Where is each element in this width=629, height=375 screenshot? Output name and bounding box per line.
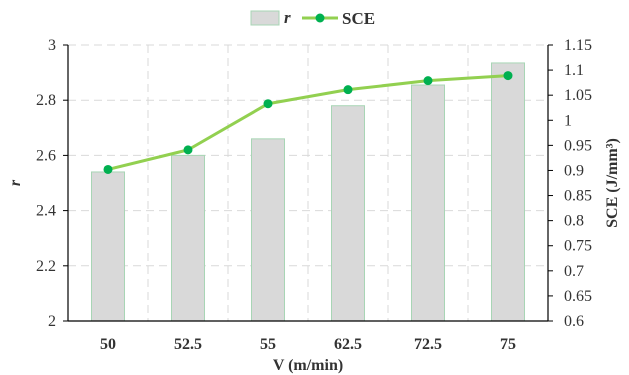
right-tick-label: 0.85 bbox=[564, 188, 592, 205]
sce-point-72.5 bbox=[423, 76, 433, 86]
left-tick-label: 2.2 bbox=[36, 258, 56, 275]
legend-swatch-bar bbox=[250, 10, 280, 26]
left-axis-ticks: 2 2.2 2.4 2.6 2.8 3 bbox=[36, 37, 68, 330]
legend-label-line: SCE bbox=[342, 9, 375, 28]
right-tick-label: 0.75 bbox=[564, 238, 592, 255]
bar-72.5 bbox=[411, 84, 445, 322]
bar-50 bbox=[91, 171, 125, 322]
right-tick-label: 0.65 bbox=[564, 288, 592, 305]
x-tick-label: 62.5 bbox=[334, 336, 362, 353]
right-tick-label: 0.6 bbox=[564, 313, 584, 330]
x-tick-label: 52.5 bbox=[174, 336, 202, 353]
sce-point-75 bbox=[503, 71, 513, 81]
x-tick-label: 50 bbox=[100, 336, 116, 353]
left-axis-title: r bbox=[7, 179, 24, 186]
right-tick-label: 0.7 bbox=[564, 263, 584, 280]
x-axis-title: V (m/min) bbox=[273, 357, 343, 374]
x-tick-label: 72.5 bbox=[414, 336, 442, 353]
bar-series bbox=[91, 62, 525, 322]
left-tick-label: 2 bbox=[48, 313, 56, 330]
sce-point-50 bbox=[103, 164, 113, 174]
right-axis-ticks: 0.6 0.65 0.7 0.75 0.8 0.85 0.9 0.95 1 1.05 1.1 1.15 bbox=[548, 37, 592, 330]
right-tick-label: 1.05 bbox=[564, 87, 592, 104]
right-tick-label: 1.15 bbox=[564, 37, 592, 54]
sce-point-62.5 bbox=[343, 85, 353, 95]
right-tick-label: 1.1 bbox=[564, 62, 584, 79]
grid-lines bbox=[68, 44, 548, 321]
x-axis-ticks: 50 52.5 55 62.5 72.5 75 bbox=[100, 336, 516, 353]
sce-point-55 bbox=[263, 99, 273, 109]
right-axis-title: SCE (J/mm³) bbox=[604, 138, 621, 228]
legend: r SCE bbox=[250, 8, 375, 28]
bar-55 bbox=[251, 138, 285, 322]
sce-line bbox=[107, 74, 509, 171]
left-tick-label: 2.4 bbox=[36, 203, 56, 220]
left-tick-label: 2.6 bbox=[36, 147, 56, 164]
bar-52.5 bbox=[171, 154, 205, 322]
right-tick-label: 1 bbox=[564, 112, 572, 129]
axes bbox=[67, 45, 549, 322]
x-tick-label: 75 bbox=[500, 336, 516, 353]
sce-point-52.5 bbox=[183, 145, 193, 155]
right-tick-label: 0.95 bbox=[564, 137, 592, 154]
line-series bbox=[103, 71, 513, 174]
bar-62.5 bbox=[331, 105, 365, 322]
left-tick-label: 3 bbox=[48, 37, 56, 54]
bar-75 bbox=[491, 62, 525, 322]
legend-label-bar: r bbox=[284, 8, 291, 27]
right-tick-label: 0.9 bbox=[564, 162, 584, 179]
right-tick-label: 0.8 bbox=[564, 213, 584, 230]
legend-marker-line bbox=[315, 13, 325, 23]
x-tick-label: 55 bbox=[260, 336, 276, 353]
left-tick-label: 2.8 bbox=[36, 92, 56, 109]
